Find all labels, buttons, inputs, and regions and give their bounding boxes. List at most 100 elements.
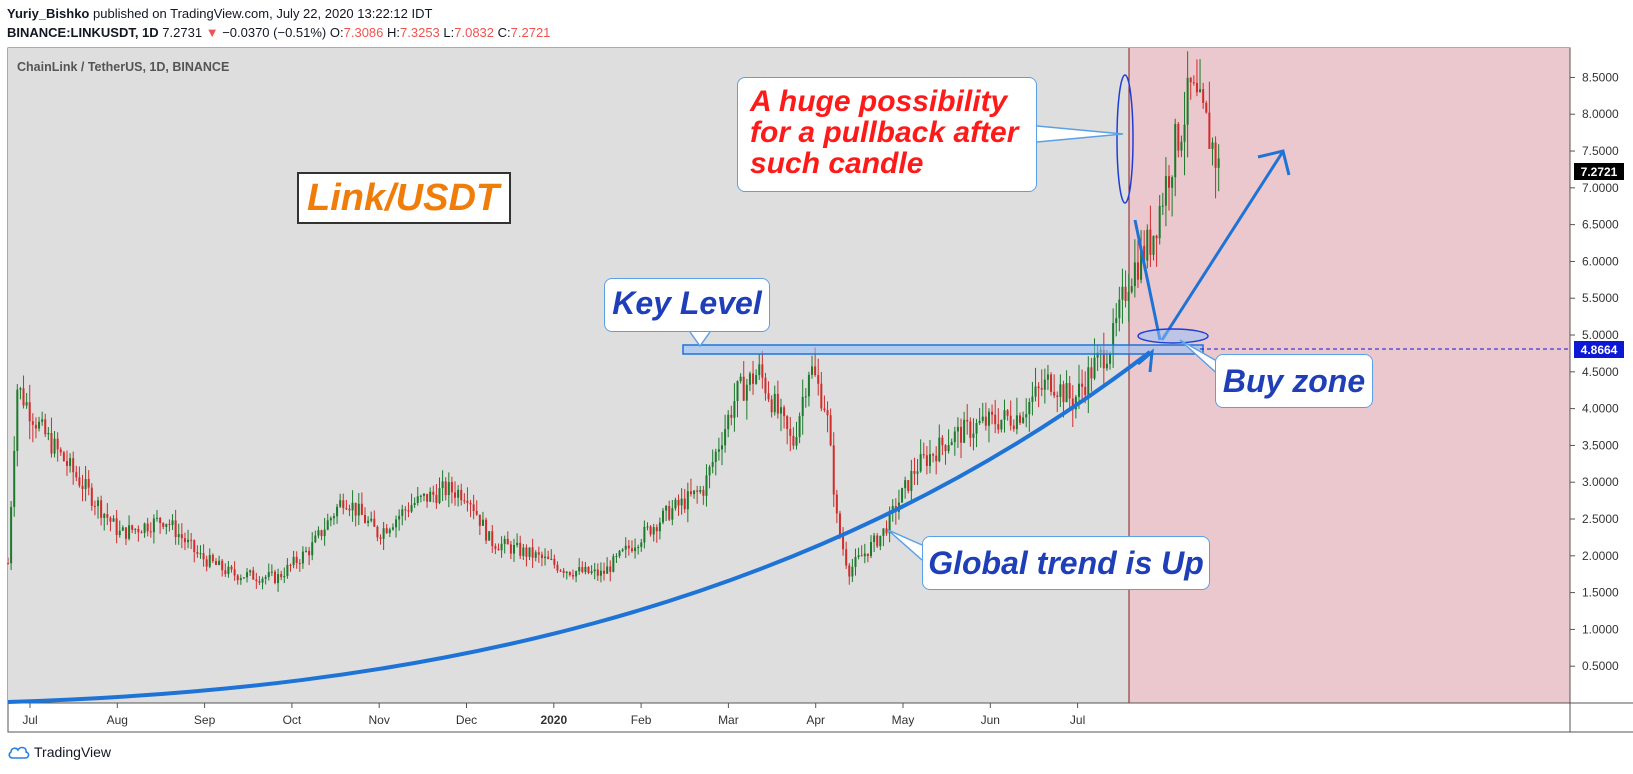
candle-body [1053, 391, 1056, 396]
candle-body [956, 426, 959, 432]
y-tick-label: 5.5000 [1582, 291, 1619, 305]
last-price-tag [1574, 163, 1624, 180]
candle-body [224, 570, 227, 575]
candle-body [1133, 262, 1136, 287]
candle-body [981, 416, 984, 421]
candle-body [93, 505, 96, 507]
y-tick-label: 3.5000 [1582, 438, 1619, 452]
candle-body [817, 375, 820, 384]
candle-body [603, 570, 606, 574]
x-tick-label: Jul [22, 713, 37, 727]
candle-body [1040, 388, 1043, 390]
candle-body [1136, 262, 1139, 280]
candle-body [1019, 415, 1022, 423]
candle-body [556, 564, 559, 571]
candle-body [621, 549, 624, 551]
candle-body [1065, 383, 1068, 403]
candle-body [38, 421, 41, 429]
candle-body [835, 494, 838, 514]
candle-body [137, 528, 140, 533]
candle-body [1028, 402, 1031, 415]
x-tick-label: Mar [718, 713, 739, 727]
candle-body [90, 487, 93, 506]
candle-body [354, 502, 357, 516]
price-change: −0.0370 (−0.51%) [222, 25, 327, 40]
candle-body [25, 402, 28, 406]
candle-body [469, 503, 472, 505]
candle-body [124, 527, 127, 539]
candle-body [593, 569, 596, 572]
last-price: 7.2731 [162, 25, 203, 40]
candle-body [724, 429, 727, 446]
candle-body [503, 538, 506, 544]
candle-body [689, 491, 692, 495]
candle-body [398, 515, 401, 520]
candle-body [1062, 384, 1065, 403]
candle-body [162, 523, 165, 527]
candle-body [829, 415, 832, 446]
candle-body [565, 571, 568, 573]
candle-body [447, 482, 450, 496]
candle-body [159, 517, 162, 524]
pullback-line-3: such candle [750, 147, 924, 180]
candle-body [779, 407, 782, 414]
candle-body [112, 518, 115, 522]
candle-body [267, 572, 270, 578]
candle-body [969, 421, 972, 438]
candle-body [1077, 383, 1080, 397]
candle-body [665, 506, 668, 511]
candle-body [519, 542, 522, 556]
candle-body [1109, 354, 1112, 364]
candle-body [1192, 82, 1195, 84]
candle-body [53, 438, 56, 454]
candle-body [671, 508, 674, 520]
candle-body [65, 461, 68, 466]
candle-body [960, 426, 963, 443]
candle-body [1059, 384, 1062, 397]
candle-body [301, 551, 304, 564]
pullback-line-1: A huge possibility [750, 85, 1008, 118]
author-name[interactable]: Yuriy_Bishko [7, 6, 90, 21]
candle-body [485, 519, 488, 541]
y-tick-label: 4.0000 [1582, 402, 1619, 416]
candle-body [1009, 415, 1012, 426]
candle-body [152, 518, 155, 533]
candle-body [783, 407, 786, 417]
candle-body [165, 523, 168, 527]
candle-body [739, 376, 742, 382]
candle-body [637, 546, 640, 548]
candle-body [56, 438, 59, 450]
candle-body [696, 490, 699, 492]
candle-body [869, 542, 872, 557]
x-tick-label: Nov [369, 713, 390, 727]
candle-body [385, 528, 388, 534]
candle-body [609, 566, 612, 572]
candle-body [286, 564, 289, 577]
y-tick-label: 7.5000 [1582, 144, 1619, 158]
candle-body [776, 393, 779, 414]
candle-body [1003, 410, 1006, 420]
candle-body [106, 513, 109, 518]
ohlc-line: BINANCE:LINKUSDT, 1D 7.2731 ▼ −0.0370 (−… [7, 25, 550, 40]
candle-body [1143, 245, 1146, 261]
candle-body [674, 499, 677, 509]
candle-body [705, 475, 708, 496]
candle-body [742, 376, 745, 401]
candle-body [795, 437, 798, 446]
candle-body [627, 545, 630, 549]
candle-body [134, 528, 137, 530]
candle-body [562, 570, 565, 573]
candle-body [1068, 383, 1071, 399]
high-value: 7.3253 [400, 25, 440, 40]
key-level-tag-text: 4.8664 [1581, 343, 1618, 357]
candle-body [975, 423, 978, 434]
candle-body [1217, 158, 1220, 168]
candle-body [820, 383, 823, 409]
candle-body [634, 547, 637, 552]
candle-body [199, 553, 202, 555]
candle-body [407, 510, 410, 512]
candle-body [873, 535, 876, 543]
candle-body [540, 554, 543, 559]
tradingview-logo[interactable]: TradingView [8, 744, 111, 760]
down-triangle-icon: ▼ [205, 25, 219, 40]
